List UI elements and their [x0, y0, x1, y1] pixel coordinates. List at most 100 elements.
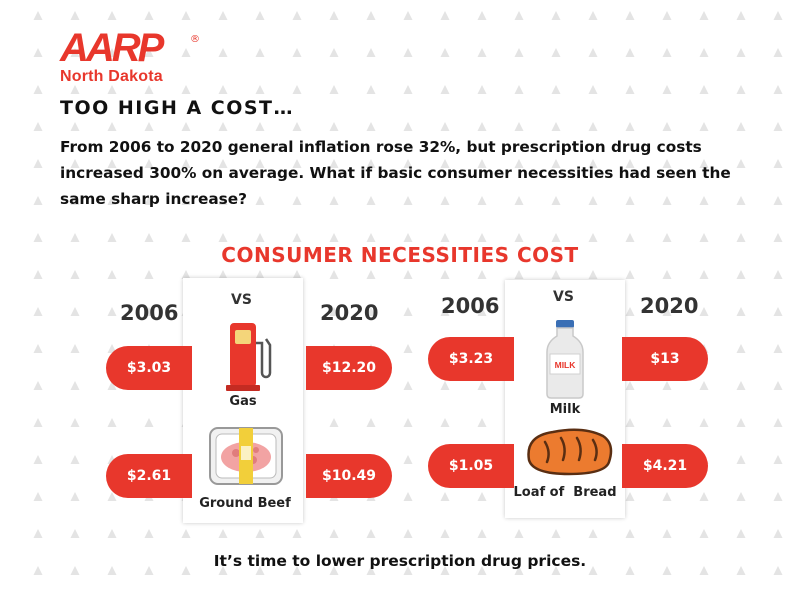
pattern-triangle — [70, 122, 80, 131]
pattern-triangle — [662, 11, 672, 20]
pattern-triangle — [218, 11, 228, 20]
pattern-triangle — [625, 270, 635, 279]
pattern-triangle — [255, 122, 265, 131]
pattern-triangle — [292, 196, 302, 205]
pattern-triangle — [144, 566, 154, 575]
bread-loaf-icon — [527, 428, 613, 476]
pattern-triangle — [477, 492, 487, 501]
gas-price-2006: $3.03 — [106, 346, 192, 390]
pattern-triangle — [292, 11, 302, 20]
pattern-triangle — [773, 48, 783, 57]
pattern-triangle — [144, 529, 154, 538]
pattern-triangle — [773, 307, 783, 316]
pattern-triangle — [33, 122, 43, 131]
pattern-triangle — [551, 48, 561, 57]
pattern-triangle — [773, 233, 783, 242]
pattern-triangle — [773, 344, 783, 353]
pattern-triangle — [33, 566, 43, 575]
logo-brand: AARP — [60, 26, 164, 70]
pattern-triangle — [292, 122, 302, 131]
pattern-triangle — [329, 11, 339, 20]
pattern-triangle — [440, 492, 450, 501]
pattern-triangle — [107, 159, 117, 168]
pattern-triangle — [181, 233, 191, 242]
pattern-triangle — [514, 566, 524, 575]
pattern-triangle — [218, 196, 228, 205]
pattern-triangle — [33, 381, 43, 390]
pattern-triangle — [514, 196, 524, 205]
pattern-triangle — [625, 233, 635, 242]
pattern-triangle — [33, 344, 43, 353]
pattern-triangle — [403, 270, 413, 279]
pattern-triangle — [403, 307, 413, 316]
pattern-triangle — [107, 48, 117, 57]
pattern-triangle — [70, 381, 80, 390]
logo-region: North Dakota — [60, 68, 163, 85]
pattern-triangle — [736, 307, 746, 316]
pattern-triangle — [440, 270, 450, 279]
pattern-triangle — [403, 344, 413, 353]
pattern-triangle — [107, 11, 117, 20]
pattern-triangle — [477, 529, 487, 538]
pattern-triangle — [773, 122, 783, 131]
pattern-triangle — [477, 233, 487, 242]
pattern-triangle — [662, 529, 672, 538]
pattern-triangle — [662, 307, 672, 316]
pattern-triangle — [329, 418, 339, 427]
pattern-triangle — [773, 566, 783, 575]
pattern-triangle — [736, 418, 746, 427]
pattern-triangle — [292, 566, 302, 575]
pattern-triangle — [477, 48, 487, 57]
pattern-triangle — [218, 566, 228, 575]
pattern-triangle — [107, 196, 117, 205]
pattern-triangle — [107, 566, 117, 575]
pattern-triangle — [551, 270, 561, 279]
pattern-triangle — [736, 381, 746, 390]
milk-price-2006: $3.23 — [428, 337, 514, 381]
pattern-triangle — [773, 159, 783, 168]
pattern-triangle — [699, 566, 709, 575]
right-year-end: 2020 — [640, 294, 699, 318]
pattern-triangle — [736, 566, 746, 575]
pattern-triangle — [144, 122, 154, 131]
pattern-triangle — [588, 159, 598, 168]
pattern-triangle — [514, 85, 524, 94]
pattern-triangle — [625, 196, 635, 205]
pattern-triangle — [551, 11, 561, 20]
pattern-triangle — [477, 85, 487, 94]
pattern-triangle — [662, 85, 672, 94]
pattern-triangle — [514, 233, 524, 242]
pattern-triangle — [181, 85, 191, 94]
right-year-start: 2006 — [441, 294, 500, 318]
pattern-triangle — [477, 270, 487, 279]
pattern-triangle — [403, 566, 413, 575]
pattern-triangle — [662, 492, 672, 501]
pattern-triangle — [477, 418, 487, 427]
milk-bottle-text: MILK — [555, 360, 577, 370]
pattern-triangle — [107, 418, 117, 427]
pattern-triangle — [218, 270, 228, 279]
pattern-triangle — [625, 11, 635, 20]
pattern-triangle — [477, 307, 487, 316]
pattern-triangle — [33, 159, 43, 168]
pattern-triangle — [551, 529, 561, 538]
pattern-triangle — [366, 48, 376, 57]
pattern-triangle — [588, 529, 598, 538]
pattern-triangle — [440, 48, 450, 57]
pattern-triangle — [292, 159, 302, 168]
pattern-triangle — [366, 566, 376, 575]
pattern-triangle — [70, 85, 80, 94]
pattern-triangle — [107, 307, 117, 316]
milk-label: Milk — [549, 402, 581, 417]
pattern-triangle — [218, 85, 228, 94]
pattern-triangle — [70, 196, 80, 205]
pattern-triangle — [773, 492, 783, 501]
pattern-triangle — [699, 492, 709, 501]
pattern-triangle — [773, 529, 783, 538]
pattern-triangle — [477, 11, 487, 20]
pattern-triangle — [329, 233, 339, 242]
pattern-triangle — [736, 529, 746, 538]
pattern-triangle — [70, 529, 80, 538]
pattern-triangle — [181, 11, 191, 20]
pattern-triangle — [181, 48, 191, 57]
